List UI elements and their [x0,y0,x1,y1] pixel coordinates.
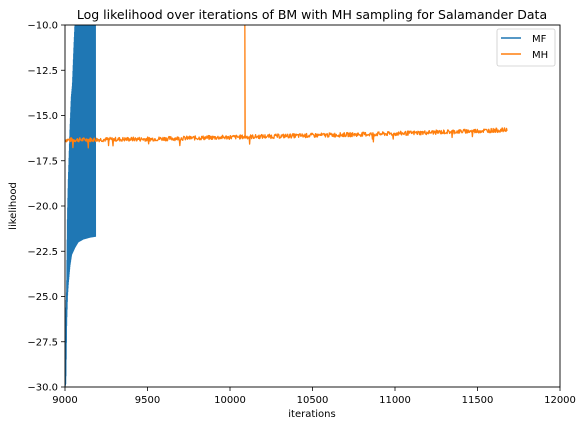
y-tick-label: −22.5 [27,247,58,258]
x-tick-label: 11000 [379,395,411,406]
x-axis: 9000 9500 10000 10500 11000 11500 12000 [52,387,576,406]
chart-title: Log likelihood over iterations of BM wit… [77,7,547,22]
y-tick-label: −25.0 [27,292,58,303]
x-tick-label: 10500 [297,395,329,406]
legend-label-mh: MH [532,50,548,61]
x-tick-label: 10000 [214,395,246,406]
x-tick-label: 12000 [544,395,576,406]
y-tick-label: −30.0 [27,383,58,394]
y-tick-label: −17.5 [27,156,58,167]
y-axis: −30.0 −27.5 −25.0 −22.5 −20.0 −17.5 −15.0 −12.5… [27,21,65,394]
y-tick-label: −27.5 [27,337,58,348]
x-tick-label: 11500 [462,395,494,406]
y-tick-label: −10.0 [27,21,58,32]
legend-label-mf: MF [532,34,547,45]
y-tick-label: −20.0 [27,202,58,213]
x-axis-label: iterations [288,409,335,420]
y-tick-label: −12.5 [27,66,58,77]
x-tick-label: 9000 [52,395,77,406]
x-tick-label: 9500 [135,395,160,406]
series-layer [65,25,508,387]
series-line-mf [65,25,97,387]
legend: MF MH [496,28,556,67]
y-tick-label: −15.0 [27,111,58,122]
y-axis-label: likelihood [8,182,19,230]
series-line-mh [65,25,508,149]
